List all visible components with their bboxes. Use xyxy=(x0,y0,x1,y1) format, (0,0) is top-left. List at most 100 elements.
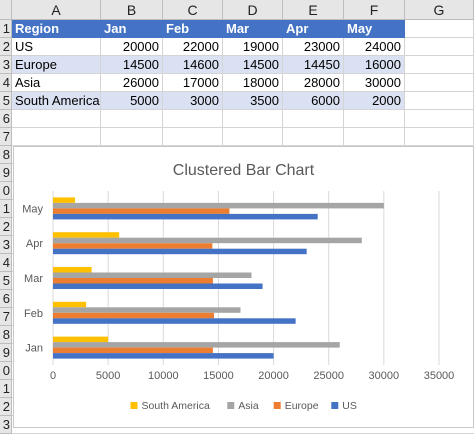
gridline xyxy=(12,127,474,128)
x-tick-label: 25000 xyxy=(313,370,344,382)
row-header[interactable]: 3 xyxy=(0,416,12,434)
bar-south-america-apr xyxy=(53,232,120,238)
table-cell[interactable]: 16000 xyxy=(344,56,405,74)
row-header[interactable]: 1 xyxy=(0,380,12,398)
clustered-bar-chart: Clustered Bar Chart 0 5000 10000 15000 20000 2… xyxy=(22,162,455,412)
y-category-label: Feb xyxy=(24,308,43,320)
bar-asia-may xyxy=(53,202,384,209)
table-cell[interactable]: 14500 xyxy=(101,56,163,74)
bar-south-america-may xyxy=(53,197,76,203)
table-cell[interactable]: 3500 xyxy=(223,92,283,110)
row-header[interactable]: 7 xyxy=(0,308,12,326)
table-cell[interactable]: Europe xyxy=(12,56,101,74)
column-header-e[interactable]: E xyxy=(283,0,344,20)
legend-swatch-europe xyxy=(273,402,281,409)
legend-swatch-asia xyxy=(227,402,235,409)
table-cell[interactable]: 2000 xyxy=(344,92,405,110)
table-cell[interactable]: 18000 xyxy=(223,74,283,92)
row-header[interactable]: 5 xyxy=(0,272,12,290)
table-header-cell[interactable]: Mar xyxy=(223,20,283,38)
bar-us-apr xyxy=(53,248,307,255)
bar-europe-may xyxy=(53,208,230,214)
bar-us-feb xyxy=(53,318,296,324)
x-tick-label: 5000 xyxy=(96,370,120,382)
y-category-label: Apr xyxy=(26,238,43,250)
bar-us-jan xyxy=(53,353,274,359)
legend-label: Asia xyxy=(238,400,259,412)
row-header[interactable]: 3 xyxy=(0,236,12,254)
table-header-cell[interactable]: Region xyxy=(12,20,101,38)
table-header-cell[interactable]: Jan xyxy=(101,20,163,38)
row-header[interactable]: 4 xyxy=(0,254,12,272)
y-category-label: Jan xyxy=(25,343,43,355)
row-header[interactable]: 2 xyxy=(0,398,12,416)
row-header[interactable]: 5 xyxy=(0,92,12,110)
bar-us-mar xyxy=(53,283,263,289)
table-header-cell[interactable]: Apr xyxy=(283,20,344,38)
row-header[interactable]: 8 xyxy=(0,326,12,344)
bar-europe-jan xyxy=(53,347,213,354)
table-cell[interactable]: South America xyxy=(12,92,101,110)
table-cell[interactable]: US xyxy=(12,38,101,56)
table-cell[interactable]: 28000 xyxy=(283,74,344,92)
row-header[interactable]: 8 xyxy=(0,146,12,164)
column-header-g[interactable]: G xyxy=(405,0,474,20)
x-tick-label: 35000 xyxy=(424,370,455,382)
row-header[interactable]: 2 xyxy=(0,38,12,56)
table-cell[interactable]: 30000 xyxy=(344,74,405,92)
bar-south-america-feb xyxy=(53,301,87,308)
x-tick-label: 10000 xyxy=(148,370,179,382)
table-cell[interactable]: 20000 xyxy=(101,38,163,56)
row-header[interactable]: 6 xyxy=(0,290,12,308)
bar-europe-feb xyxy=(53,312,215,319)
legend-label: South America xyxy=(142,400,210,412)
legend-swatch-south-america xyxy=(130,402,138,409)
row-header[interactable]: 3 xyxy=(0,56,12,74)
chart-title: Clustered Bar Chart xyxy=(173,162,315,179)
table-cell[interactable]: 6000 xyxy=(283,92,344,110)
row-header[interactable]: 9 xyxy=(0,164,12,182)
table-cell[interactable]: 14600 xyxy=(163,56,223,74)
column-header-a[interactable]: A xyxy=(12,0,101,20)
row-header[interactable]: 1 xyxy=(0,20,12,38)
bar-europe-mar xyxy=(53,278,213,284)
row-header[interactable]: 2 xyxy=(0,218,12,236)
row-header[interactable]: 7 xyxy=(0,128,12,146)
table-cell[interactable]: Asia xyxy=(12,74,101,92)
table-cell[interactable]: 3000 xyxy=(163,92,223,110)
table-cell[interactable]: 5000 xyxy=(101,92,163,110)
row-header[interactable]: 6 xyxy=(0,110,12,128)
legend-label: US xyxy=(342,400,357,412)
x-tick-label: 15000 xyxy=(203,370,234,382)
x-tick-label: 0 xyxy=(50,370,56,382)
row-header[interactable]: 0 xyxy=(0,182,12,200)
table-header-cell[interactable]: Feb xyxy=(163,20,223,38)
table-cell[interactable]: 26000 xyxy=(101,74,163,92)
table-cell[interactable]: 17000 xyxy=(163,74,223,92)
row-header[interactable]: 0 xyxy=(0,362,12,380)
bar-europe-apr xyxy=(53,243,213,249)
x-tick-label: 30000 xyxy=(369,370,400,382)
table-cell[interactable]: 23000 xyxy=(283,38,344,56)
bar-asia-jan xyxy=(53,342,340,348)
y-category-label: Mar xyxy=(24,273,43,285)
row-header[interactable]: 1 xyxy=(0,200,12,218)
table-cell[interactable]: 22000 xyxy=(163,38,223,56)
bar-us-may xyxy=(53,213,318,220)
row-header[interactable]: 9 xyxy=(0,344,12,362)
column-header-f[interactable]: F xyxy=(344,0,405,20)
row-header[interactable]: 4 xyxy=(0,74,12,92)
table-header-cell[interactable]: May xyxy=(344,20,405,38)
column-header-d[interactable]: D xyxy=(223,0,283,20)
gridline xyxy=(12,145,474,146)
table-cell[interactable]: 14500 xyxy=(223,56,283,74)
table-cell[interactable]: 19000 xyxy=(223,38,283,56)
column-header-c[interactable]: C xyxy=(163,0,223,20)
bar-asia-apr xyxy=(53,237,362,244)
table-cell[interactable]: 14450 xyxy=(283,56,344,74)
table-cell[interactable]: 24000 xyxy=(344,38,405,56)
select-all-corner[interactable] xyxy=(0,0,12,20)
chart-area[interactable]: Clustered Bar Chart 0 5000 10000 15000 20000 2… xyxy=(13,146,474,428)
column-header-b[interactable]: B xyxy=(101,0,163,20)
bar-asia-feb xyxy=(53,307,241,313)
